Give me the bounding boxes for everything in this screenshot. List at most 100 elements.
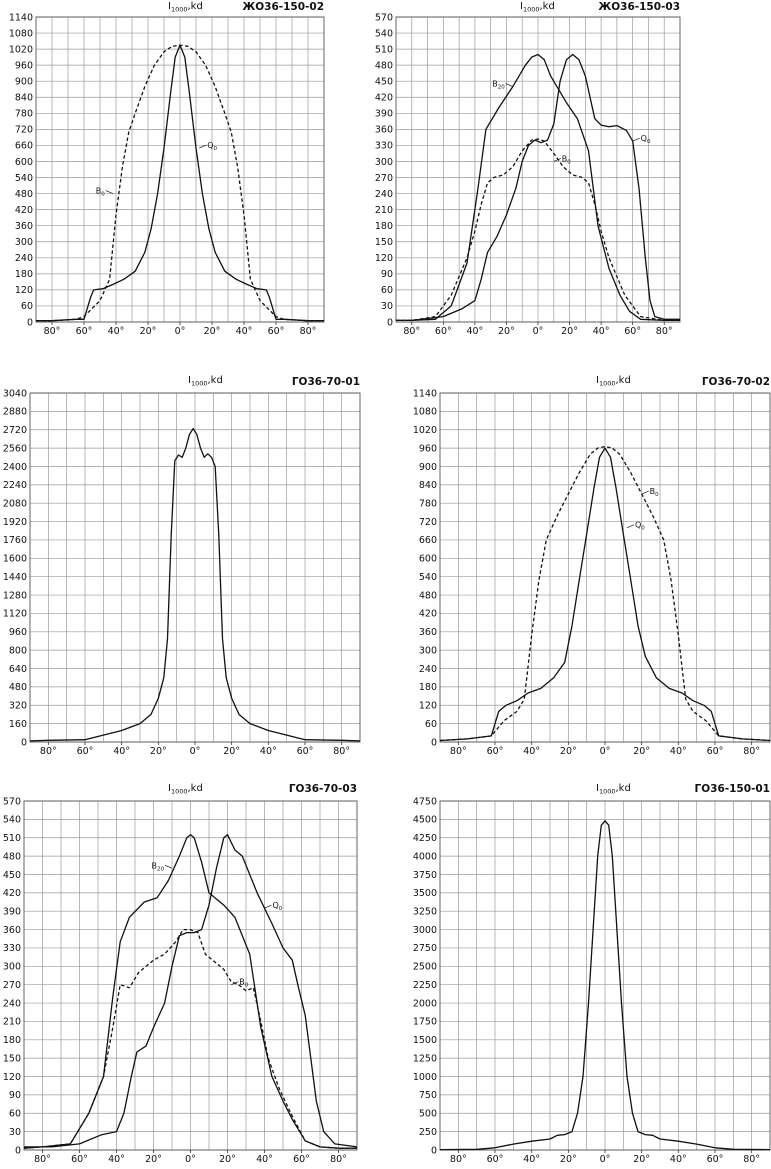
y-tick-label: 420 bbox=[375, 93, 393, 104]
y-tick-label: 360 bbox=[375, 125, 393, 136]
series-label-leader bbox=[641, 490, 649, 495]
series-label: Q0 bbox=[273, 901, 283, 912]
y-tick-label: 500 bbox=[419, 1109, 437, 1120]
y-tick-label: 160 bbox=[9, 719, 27, 730]
chart-title: ГО36-150-01 bbox=[695, 783, 770, 795]
y-tick-label: 0 bbox=[15, 1145, 21, 1156]
x-tick-label: 40° bbox=[523, 1154, 540, 1164]
y-tick-label: 0 bbox=[431, 1145, 437, 1156]
y-tick-label: 2560 bbox=[3, 443, 27, 454]
y-tick-label: 450 bbox=[375, 77, 393, 88]
y-tick-label: 1020 bbox=[9, 44, 33, 55]
x-tick-label: 60° bbox=[297, 746, 314, 757]
series-line-1 bbox=[29, 427, 361, 742]
x-tick-label: 20° bbox=[560, 1154, 577, 1164]
y-tick-label: 2400 bbox=[3, 462, 27, 473]
x-tick-label: 40° bbox=[256, 1154, 273, 1164]
series-line-2 bbox=[24, 834, 358, 1148]
x-tick-label: 0° bbox=[190, 746, 201, 757]
series-label-leader bbox=[264, 904, 272, 909]
y-tick-label: 3250 bbox=[413, 907, 437, 918]
y-tick-label: 180 bbox=[375, 221, 393, 232]
y-tick-label: 1250 bbox=[413, 1053, 437, 1064]
series-label-leader bbox=[632, 137, 640, 142]
y-tick-label: 30 bbox=[9, 1127, 21, 1138]
y-tick-label: 300 bbox=[375, 157, 393, 168]
y-tick-label: 480 bbox=[15, 189, 33, 200]
y-tick-label: 150 bbox=[3, 1053, 21, 1064]
unit-label: I1000,kd bbox=[596, 375, 631, 388]
series-line-1 bbox=[439, 447, 771, 742]
x-tick-label: 40° bbox=[670, 1154, 687, 1164]
y-tick-label: 1080 bbox=[413, 407, 437, 418]
y-tick-label: 90 bbox=[9, 1090, 21, 1101]
y-tick-label: 1500 bbox=[413, 1035, 437, 1046]
x-tick-label: 60° bbox=[77, 746, 94, 757]
chart-panel-1: 0 60 120 180 240 300 360 420 480 540 600 660 720 780 8… bbox=[9, 1, 325, 337]
y-tick-label: 360 bbox=[3, 925, 21, 936]
y-tick-label: 540 bbox=[375, 28, 393, 39]
y-tick-label: 2250 bbox=[413, 980, 437, 991]
series-label: B0 bbox=[239, 978, 249, 989]
y-tick-label: 1080 bbox=[9, 28, 33, 39]
series-label-leader bbox=[105, 190, 113, 194]
y-tick-label: 210 bbox=[375, 205, 393, 216]
chart-panel-5: 0 30 60 90 120 150 180 210 240 270 300 330 360 390 420… bbox=[3, 783, 358, 1165]
y-tick-label: 3750 bbox=[413, 870, 437, 881]
y-tick-label: 1760 bbox=[3, 535, 27, 546]
y-tick-label: 60 bbox=[425, 719, 437, 730]
x-tick-label: 60° bbox=[76, 326, 93, 337]
y-tick-label: 480 bbox=[9, 682, 27, 693]
x-tick-label: 60° bbox=[268, 326, 285, 337]
x-tick-label: 40° bbox=[593, 326, 610, 337]
chart-panel-4: 0 60 120 180 240 300 360 420 480 540 600 660 720 780 8… bbox=[413, 375, 771, 757]
x-tick-label: 60° bbox=[293, 1154, 310, 1164]
y-tick-label: 240 bbox=[419, 664, 437, 675]
x-tick-label: 40° bbox=[523, 746, 540, 757]
y-tick-label: 300 bbox=[419, 645, 437, 656]
series-line-3 bbox=[23, 928, 357, 1149]
x-tick-label: 20° bbox=[560, 746, 577, 757]
x-tick-label: 20° bbox=[219, 1154, 236, 1164]
x-tick-label: 40° bbox=[108, 1154, 125, 1164]
y-tick-label: 720 bbox=[419, 517, 437, 528]
series-label: B0 bbox=[562, 154, 572, 165]
y-tick-label: 510 bbox=[375, 44, 393, 55]
y-tick-label: 840 bbox=[419, 480, 437, 491]
y-tick-label: 2000 bbox=[413, 998, 437, 1009]
x-tick-label: 80° bbox=[656, 326, 673, 337]
y-tick-label: 0 bbox=[27, 317, 33, 328]
chart-panel-2: 0 30 60 90 120 150 180 210 240 270 300 330 360 390 420… bbox=[375, 1, 681, 337]
y-tick-label: 120 bbox=[3, 1072, 21, 1083]
y-tick-label: 540 bbox=[419, 572, 437, 583]
y-tick-label: 240 bbox=[15, 253, 33, 264]
y-tick-label: 960 bbox=[9, 627, 27, 638]
y-tick-label: 3000 bbox=[413, 925, 437, 936]
x-tick-label: 20° bbox=[150, 746, 167, 757]
y-tick-label: 0 bbox=[431, 737, 437, 748]
series-label: Q0 bbox=[207, 141, 217, 152]
unit-label: I1000,kd bbox=[520, 1, 555, 14]
y-tick-label: 540 bbox=[15, 173, 33, 184]
y-tick-label: 120 bbox=[419, 701, 437, 712]
y-tick-label: 1020 bbox=[413, 425, 437, 436]
y-tick-label: 960 bbox=[419, 443, 437, 454]
chart-title: ГО36-70-01 bbox=[292, 376, 360, 388]
y-tick-label: 1920 bbox=[3, 517, 27, 528]
series-label: Q0 bbox=[635, 521, 645, 532]
chart-title: ЖО36-150-02 bbox=[242, 1, 324, 13]
chart-panel-3: 0 160 320 480 640 800 960 1120 1280 1440 1600 1760 1… bbox=[3, 375, 361, 757]
y-tick-label: 660 bbox=[15, 141, 33, 152]
y-tick-label: 330 bbox=[375, 141, 393, 152]
x-tick-label: 40° bbox=[108, 326, 125, 337]
y-tick-label: 240 bbox=[3, 998, 21, 1009]
y-tick-label: 800 bbox=[9, 645, 27, 656]
y-tick-label: 250 bbox=[419, 1127, 437, 1138]
series-line-3 bbox=[396, 138, 680, 322]
y-tick-label: 570 bbox=[375, 12, 393, 23]
y-tick-label: 360 bbox=[15, 221, 33, 232]
y-tick-label: 30 bbox=[381, 301, 393, 312]
y-tick-label: 3040 bbox=[3, 388, 27, 399]
